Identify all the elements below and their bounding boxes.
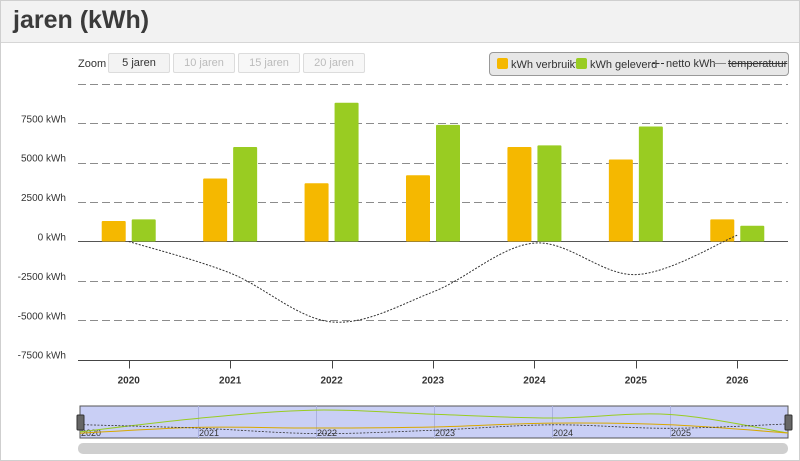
x-tick-label: 2024 (523, 376, 546, 387)
navigator-left-handle[interactable] (76, 414, 85, 431)
bar-verbruikt (203, 178, 228, 242)
navigator-verbruikt-line (79, 422, 789, 434)
y-tick-label: -7500 kWh (18, 351, 66, 362)
x-tick-label: 2026 (726, 376, 749, 387)
legend-swatch-verbruikt (497, 58, 508, 69)
legend-label-netto: netto kWh (666, 58, 716, 70)
bar-geleverd (334, 102, 359, 242)
y-tick-label: 5000 kWh (21, 154, 66, 165)
legend-label-geleverd: kWh geleverd (590, 59, 658, 71)
navigator-scrollbar[interactable] (78, 443, 788, 454)
navigator-geleverd-line (79, 409, 789, 434)
x-tick-label: 2025 (625, 376, 648, 387)
chart-title: jaren (kWh) (13, 6, 150, 34)
navigator-right-handle[interactable] (784, 414, 793, 431)
zoom-15-years-button[interactable]: 15 jaren (238, 53, 300, 73)
legend-line-netto (652, 63, 664, 64)
y-tick-label: -2500 kWh (18, 272, 66, 283)
bar-verbruikt (710, 219, 735, 242)
bar-verbruikt (101, 221, 126, 242)
bar-geleverd (638, 126, 663, 242)
netto-line (128, 234, 738, 323)
y-tick-label: 7500 kWh (21, 114, 66, 125)
bar-verbruikt (608, 159, 633, 242)
bar-verbruikt (406, 175, 430, 242)
bar-geleverd (740, 225, 765, 242)
x-tick-label: 2020 (118, 376, 141, 387)
legend-item-temperatuur[interactable]: temperatuur (714, 58, 787, 70)
bar-geleverd (436, 124, 460, 242)
x-tick-label: 2023 (422, 376, 445, 387)
legend-label-temperatuur: temperatuur (728, 58, 788, 70)
navigator-year-label: 2022 (317, 428, 337, 438)
navigator-netto-line (79, 423, 789, 434)
bar-geleverd (131, 219, 156, 242)
legend-swatch-geleverd (576, 58, 587, 69)
legend-item-geleverd[interactable]: kWh geleverd (576, 58, 657, 71)
zoom-20-years-button[interactable]: 20 jaren (303, 53, 365, 73)
legend-line-temperatuur (714, 63, 726, 64)
legend-label-verbruikt: kWh verbruikt (511, 59, 579, 71)
x-tick-label: 2022 (320, 376, 343, 387)
legend-item-netto[interactable]: netto kWh (652, 58, 716, 70)
zoom-5-years-button[interactable]: 5 jaren (108, 53, 170, 73)
navigator-year-label: 2023 (435, 428, 455, 438)
legend-item-verbruikt[interactable]: kWh verbruikt (497, 58, 578, 71)
y-tick-label: 0 kWh (38, 233, 66, 244)
y-tick-label: -5000 kWh (18, 311, 66, 322)
navigator-year-label: 2025 (671, 428, 691, 438)
navigator-year-label: 2021 (199, 428, 219, 438)
bar-verbruikt (507, 146, 532, 242)
bar-verbruikt (304, 183, 329, 242)
bar-geleverd (233, 146, 258, 242)
x-tick-label: 2021 (219, 376, 242, 387)
y-tick-label: 2500 kWh (21, 193, 66, 204)
navigator-year-label: 2024 (553, 428, 573, 438)
chart-header: jaren (kWh) (1, 1, 799, 43)
zoom-10-years-button[interactable]: 10 jaren (173, 53, 235, 73)
bar-geleverd (537, 145, 562, 242)
legend: kWh verbruikt kWh geleverd netto kWh tem… (489, 52, 789, 76)
zoom-label: Zoom (78, 58, 107, 70)
